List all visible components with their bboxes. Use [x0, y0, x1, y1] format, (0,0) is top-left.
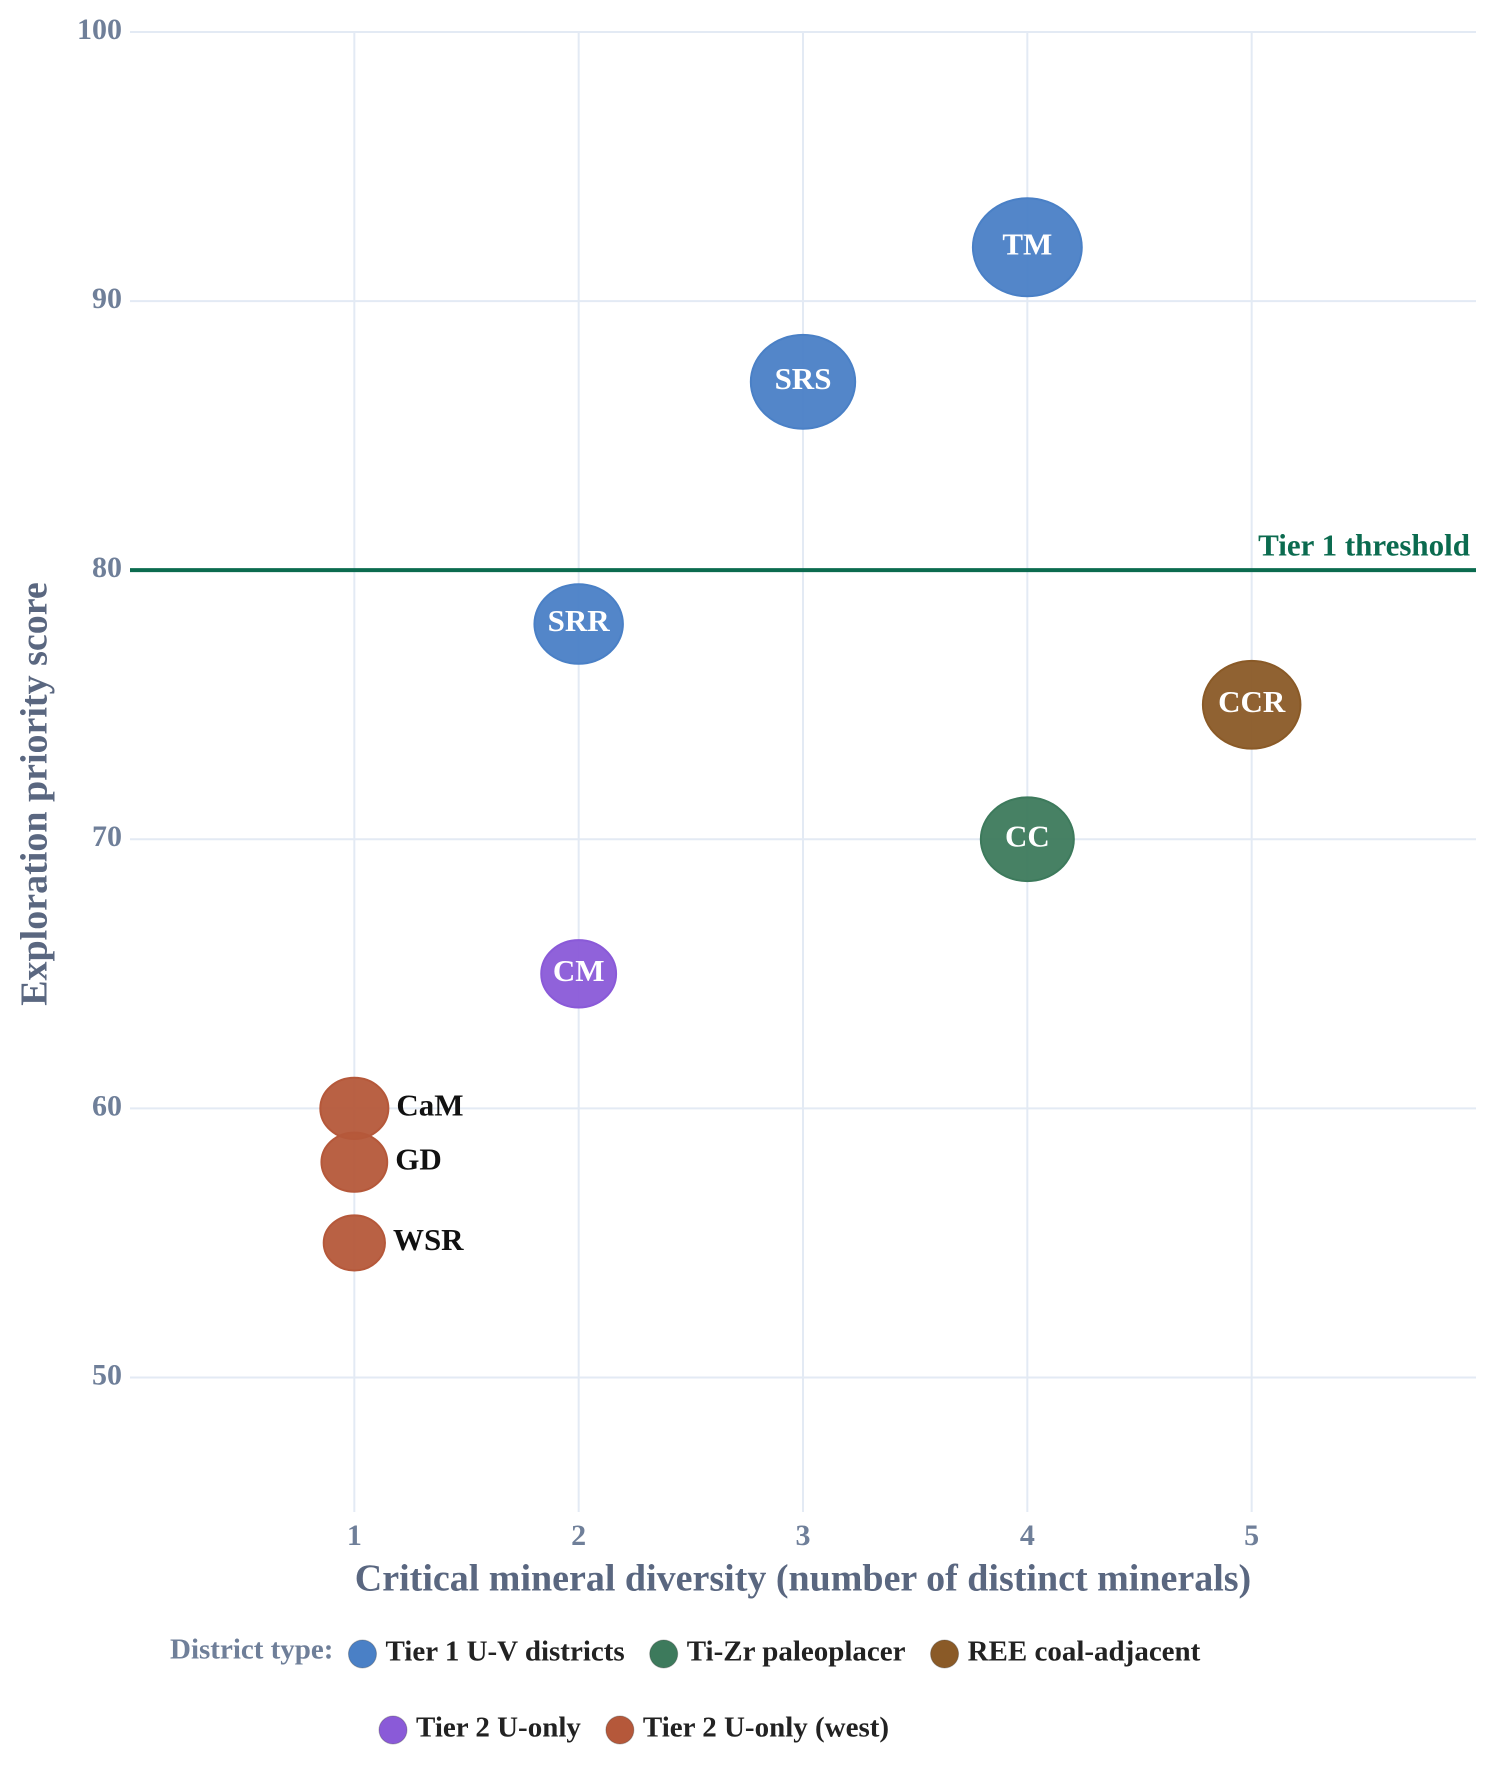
x-tick-label: 3 — [796, 1519, 811, 1552]
x-tick-label: 2 — [571, 1519, 586, 1552]
bubble — [533, 583, 624, 665]
bubble-label: CaM — [396, 1087, 463, 1122]
bubble — [749, 333, 857, 430]
bubble-label: CC — [1005, 818, 1050, 853]
y-tick-label: 50 — [92, 1358, 122, 1391]
bubble — [971, 197, 1083, 298]
bubble-label: CM — [553, 953, 605, 988]
grid — [130, 31, 1476, 1512]
bubble-label: CCR — [1218, 684, 1286, 719]
y-axis-title: Exploration priority score — [14, 582, 56, 1006]
legend-label: Tier 1 U-V districts — [385, 1636, 624, 1668]
legend-swatch — [347, 1639, 377, 1669]
bubble — [979, 796, 1075, 883]
x-axis-title: Critical mineral diversity (number of di… — [355, 1558, 1251, 1600]
bubble-label: WSR — [393, 1222, 464, 1257]
legend-swatch — [649, 1639, 679, 1669]
bubble — [540, 939, 618, 1009]
legend-swatch — [930, 1639, 960, 1669]
legend-label: Tier 2 U-only (west) — [643, 1712, 889, 1744]
bubble — [319, 1076, 390, 1140]
legend-label: Tier 2 U-only — [416, 1712, 581, 1744]
bubble-label: TM — [1002, 226, 1052, 261]
bubble — [1201, 659, 1302, 750]
legend-title: District type: — [170, 1634, 333, 1666]
x-tick-label: 1 — [347, 1519, 362, 1552]
legend-swatch — [378, 1715, 408, 1745]
y-tick-label: 60 — [92, 1089, 122, 1122]
x-tick-label: 4 — [1020, 1519, 1035, 1552]
bubble-label: SRS — [775, 361, 832, 396]
threshold-label: Tier 1 threshold — [1258, 527, 1470, 562]
bubble-label: GD — [395, 1141, 442, 1176]
legend-label: REE coal-adjacent — [968, 1636, 1201, 1668]
y-tick-label: 100 — [77, 13, 122, 46]
legend-swatch — [605, 1715, 635, 1745]
bubble — [320, 1131, 389, 1193]
y-tick-label: 90 — [92, 282, 122, 315]
bubble-label: SRR — [548, 603, 611, 638]
legend-label: Ti-Zr paleoplacer — [687, 1636, 906, 1668]
bubble — [322, 1214, 386, 1272]
x-tick-label: 5 — [1244, 1519, 1259, 1552]
y-tick-label: 70 — [92, 820, 122, 853]
y-tick-label: 80 — [92, 551, 122, 584]
